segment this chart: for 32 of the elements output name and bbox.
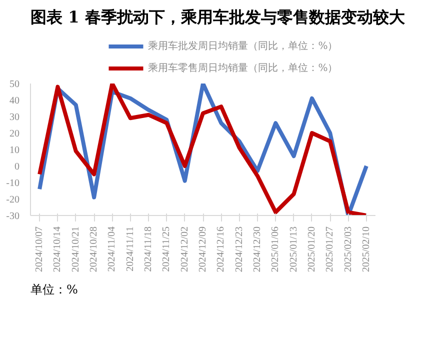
y-tick-label: 30: [10, 112, 20, 123]
y-tick-label: 50: [10, 79, 20, 90]
y-tick-label: 20: [10, 128, 20, 140]
x-tick-label: 2025/01/20: [306, 226, 318, 272]
y-tick-label: 40: [10, 96, 20, 106]
y-tick-label: 10: [10, 145, 20, 156]
x-tick-label: 2024/12/23: [234, 226, 245, 272]
x-tick-label: 2025/01/27: [324, 226, 336, 272]
legend-label: 乘用车零售周日均销量（同比，单位：%）: [148, 62, 338, 75]
chart-title: 图表 1 春季扰动下，乘用车批发与零售数据变动较大: [30, 8, 406, 26]
x-tick-label: 2024/11/04: [106, 226, 118, 272]
x-tick-label: 2024/11/11: [124, 226, 136, 272]
x-tick-label: 2025/01/13: [288, 226, 300, 272]
y-tick-label: -30: [6, 211, 20, 222]
x-tick-label: 2024/10/07: [34, 226, 46, 272]
x-tick-label: 2024/10/21: [70, 226, 82, 272]
x-tick-label: 2025/02/03: [342, 226, 354, 272]
legend-label: 乘用车批发周日均销量（同比，单位：%）: [148, 40, 338, 53]
x-tick-label: 2024/10/14: [52, 226, 64, 272]
x-tick-label: 2024/12/09: [198, 226, 208, 272]
y-tick-label: -10: [6, 178, 20, 189]
y-tick-label: -20: [6, 194, 20, 206]
x-tick-label: 2024/12/16: [216, 226, 227, 272]
x-tick-label: 2024/11/25: [161, 226, 172, 272]
x-tick-label: 2024/11/18: [143, 226, 154, 272]
y-tick-label: 0: [14, 162, 20, 172]
x-tick-label: 2024/12/30: [252, 226, 263, 272]
x-tick-label: 2024/12/02: [179, 226, 190, 272]
x-tick-label: 2024/10/28: [88, 226, 100, 272]
x-tick-label: 2025/02/10: [360, 226, 372, 272]
text: 单位：%: [30, 282, 78, 296]
x-tick-label: 2025/01/06: [270, 226, 282, 272]
